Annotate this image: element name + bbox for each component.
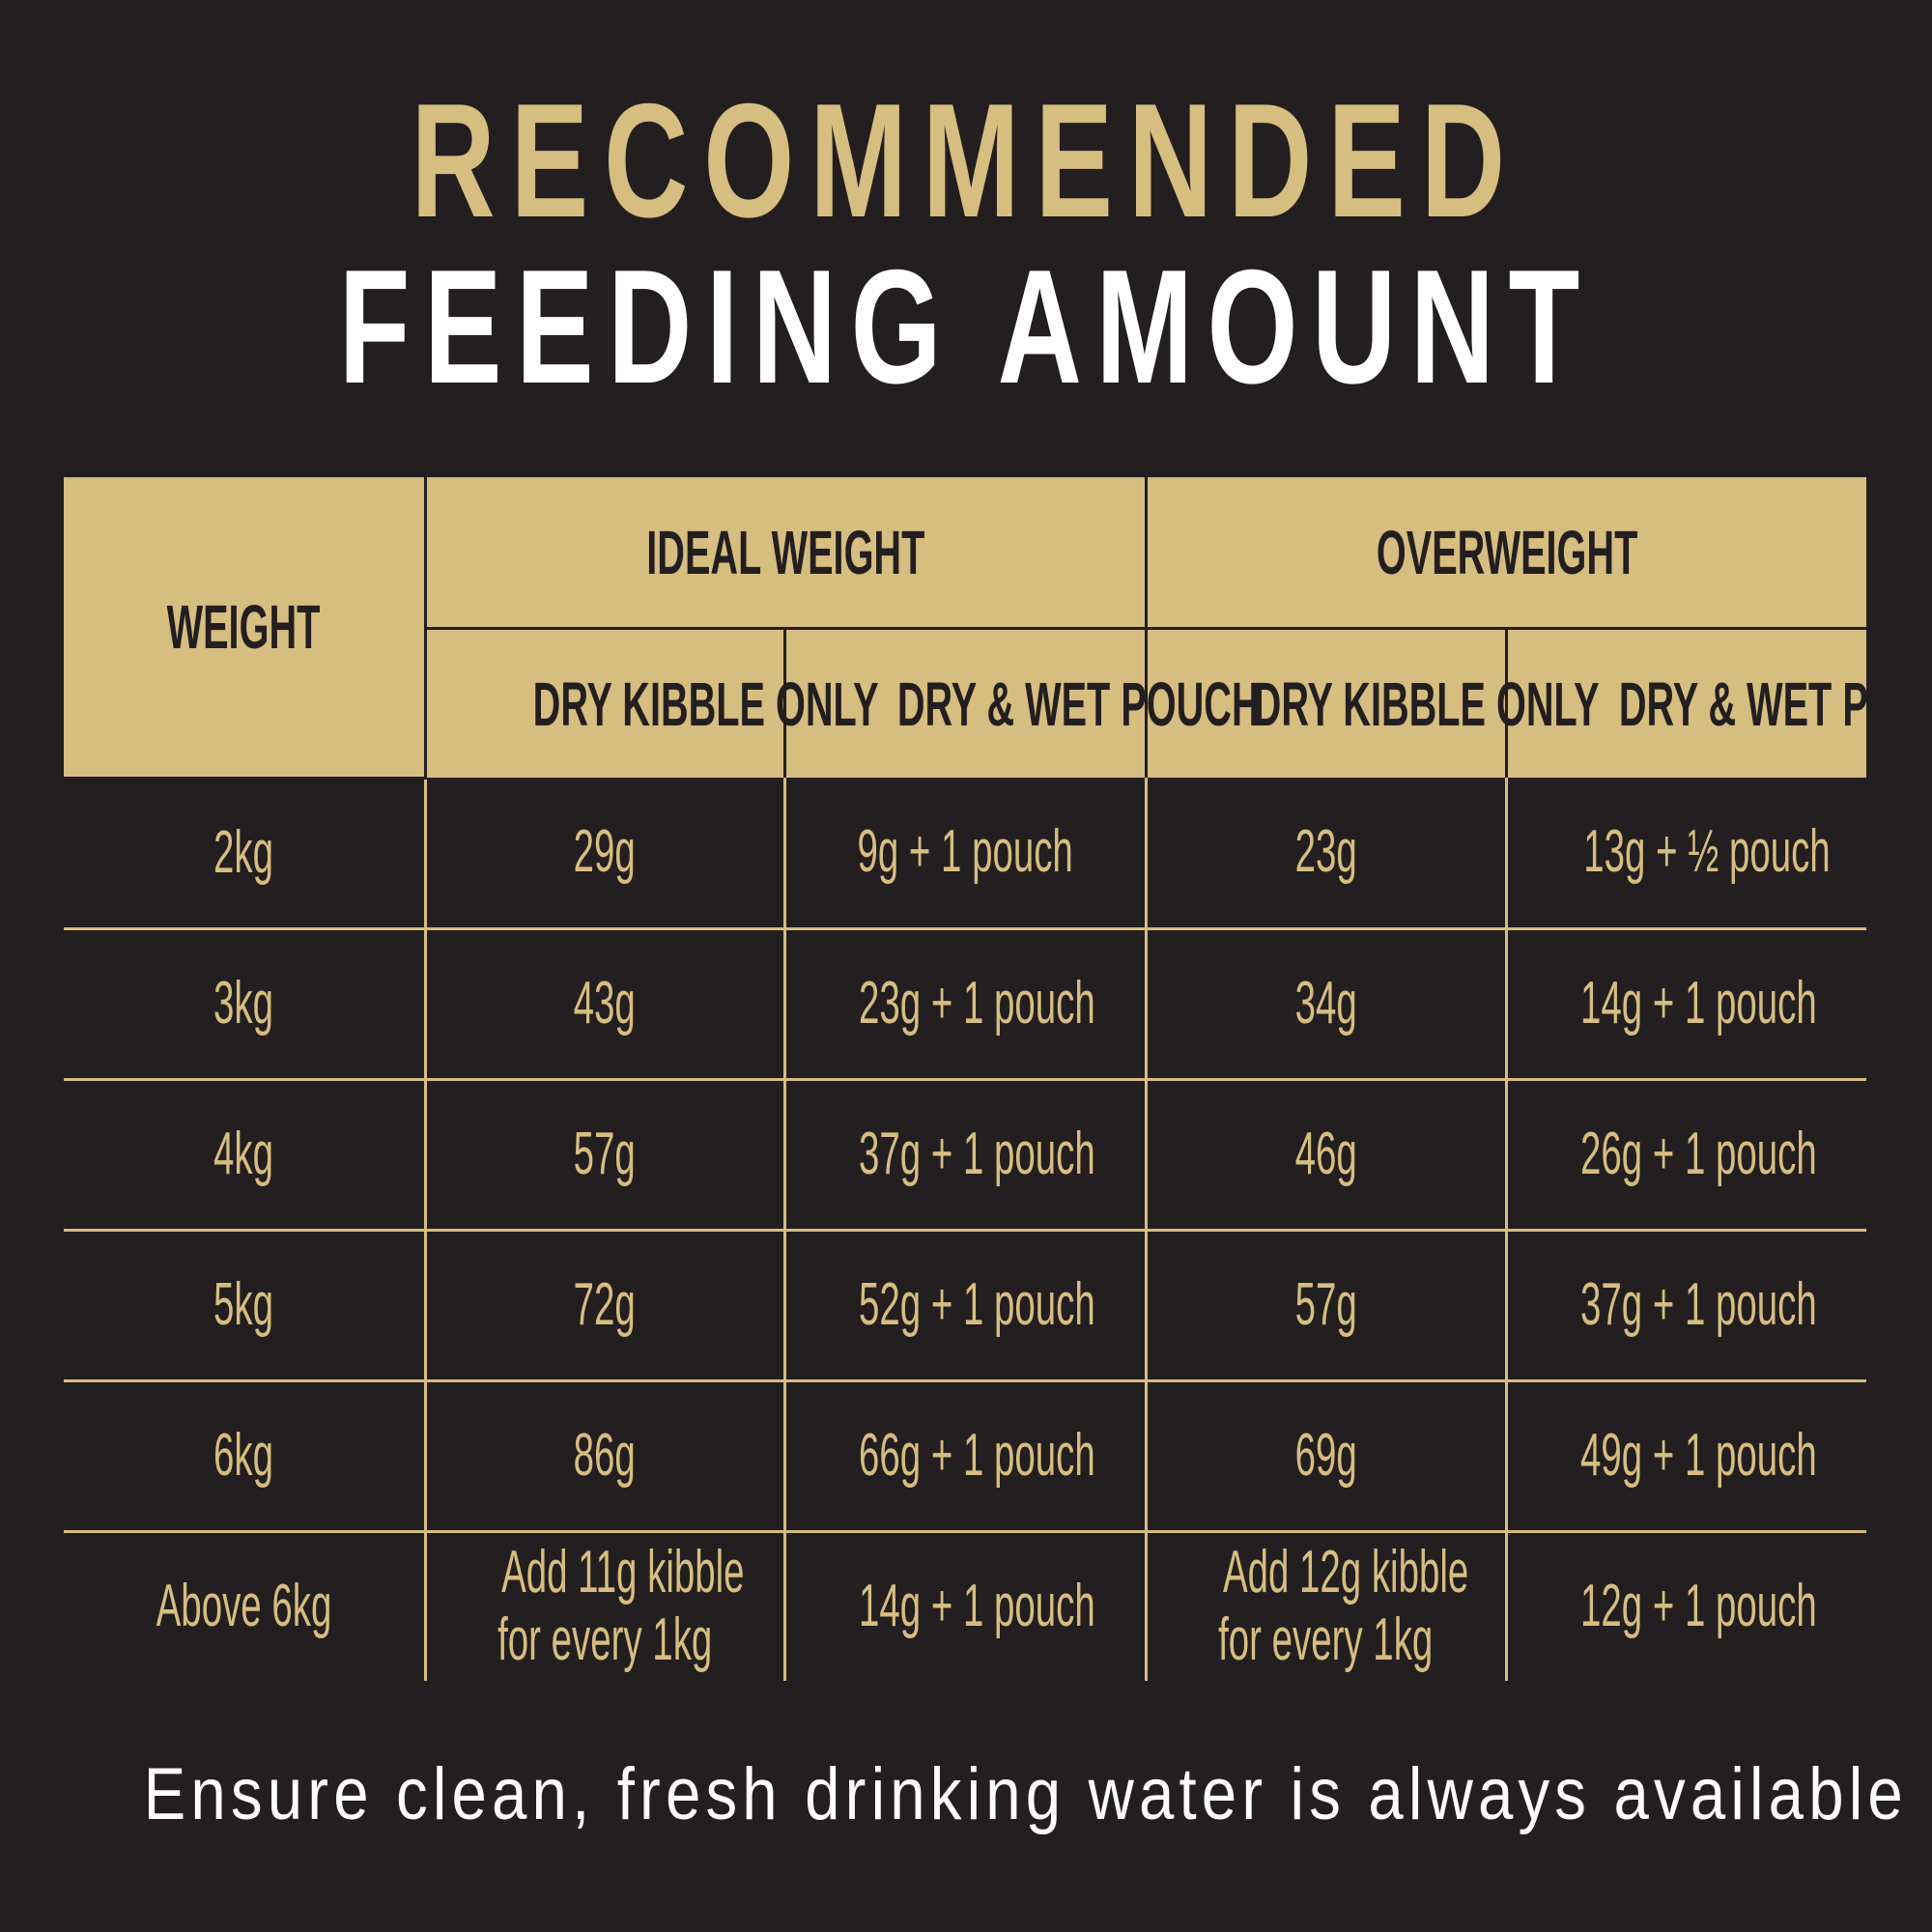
feeding-table: WEIGHT IDEAL WEIGHT OVERWEIGHT DRY KIBBL… xyxy=(64,477,1932,1681)
table-cell: 86g xyxy=(423,1378,786,1533)
table-cell: 23g xyxy=(1144,778,1508,930)
table-cell: 72g xyxy=(423,1228,786,1382)
table-cell: 43g xyxy=(423,926,786,1081)
table-cell: 26g + 1 pouch xyxy=(1504,1077,1866,1232)
table-cell: 57g xyxy=(1144,1228,1508,1382)
table-cell: Above 6kg xyxy=(64,1529,427,1681)
subheader: DRY & WET POUCH xyxy=(1504,627,1932,778)
table-row-above-6kg: Above 6kg Add 11g kibble for every 1kg 14g … xyxy=(64,1529,1866,1681)
header-ideal-weight: IDEAL WEIGHT xyxy=(423,477,1148,630)
table-cell: 13g + ½ pouch xyxy=(1504,778,1866,930)
subheader: DRY KIBBLE ONLY xyxy=(423,627,878,778)
table-cell: 14g + 1 pouch xyxy=(1504,926,1866,1081)
table-row: 6kg 86g 66g + 1 pouch 69g 49g + 1 pouch xyxy=(64,1378,1866,1533)
header-weight: WEIGHT xyxy=(64,477,427,780)
table-cell: Add 11g kibble for every 1kg xyxy=(423,1529,786,1681)
table-cell: 3kg xyxy=(64,926,427,1081)
subheader: DRY & WET POUCH xyxy=(782,627,1259,778)
table-cell: 34g xyxy=(1144,926,1508,1081)
table-cell: 14g + 1 pouch xyxy=(782,1529,1148,1681)
title-recommended: RECOMMENDED xyxy=(411,70,1521,251)
table-cell: 66g + 1 pouch xyxy=(782,1378,1148,1533)
footer-note: Ensure clean, fresh drinking water is al… xyxy=(143,1753,1908,1835)
table-cell: 49g + 1 pouch xyxy=(1504,1378,1866,1533)
table-cell: 37g + 1 pouch xyxy=(1504,1228,1866,1382)
header-overweight: OVERWEIGHT xyxy=(1144,477,1866,630)
table-cell: 23g + 1 pouch xyxy=(782,926,1148,1081)
table-row: 3kg 43g 23g + 1 pouch 34g 14g + 1 pouch xyxy=(64,926,1866,1081)
table-cell: 57g xyxy=(423,1077,786,1232)
table-cell: Add 12g kibble for every 1kg xyxy=(1144,1529,1508,1681)
table-cell: 9g + 1 pouch xyxy=(782,778,1148,930)
table-row: 5kg 72g 52g + 1 pouch 57g 37g + 1 pouch xyxy=(64,1228,1866,1382)
title-feeding-amount: FEEDING AMOUNT xyxy=(338,236,1594,417)
table-cell: 5kg xyxy=(64,1228,427,1382)
table-row: 4kg 57g 37g + 1 pouch 46g 26g + 1 pouch xyxy=(64,1077,1866,1232)
table-cell: 37g + 1 pouch xyxy=(782,1077,1148,1232)
table-cell: 46g xyxy=(1144,1077,1508,1232)
table-cell: 29g xyxy=(423,778,786,930)
table-cell: 69g xyxy=(1144,1378,1508,1533)
table-cell: 4kg xyxy=(64,1077,427,1232)
table-cell: 52g + 1 pouch xyxy=(782,1228,1148,1382)
table-cell: 6kg xyxy=(64,1378,427,1533)
subheader: DRY KIBBLE ONLY xyxy=(1144,627,1599,778)
table-cell: 12g + 1 pouch xyxy=(1504,1529,1866,1681)
table-cell: 2kg xyxy=(64,778,427,930)
table-row: 2kg 29g 9g + 1 pouch 23g 13g + ½ pouch xyxy=(64,778,1866,930)
